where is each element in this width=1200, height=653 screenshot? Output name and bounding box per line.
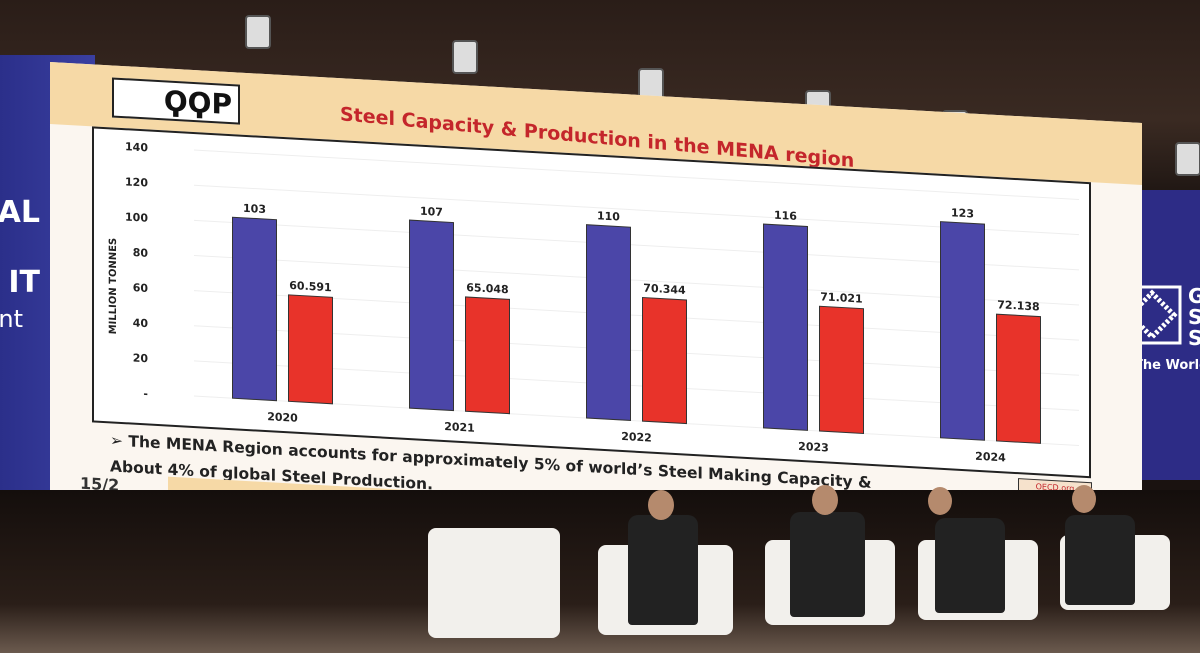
data-label: 60.591 bbox=[289, 279, 331, 294]
capacity-bar bbox=[940, 221, 985, 441]
company-logo: ϘϘP bbox=[112, 77, 240, 125]
gridline bbox=[194, 325, 1079, 376]
panelist bbox=[1065, 515, 1135, 605]
stage bbox=[0, 485, 1200, 653]
y-tick-label: 40 bbox=[133, 316, 149, 330]
data-label: 116 bbox=[774, 209, 797, 223]
gridline bbox=[194, 395, 1079, 447]
data-label: 110 bbox=[597, 209, 620, 223]
data-label: 103 bbox=[243, 202, 266, 216]
banner-text: S bbox=[1188, 326, 1200, 350]
panelist-head bbox=[812, 485, 838, 515]
y-axis-label: MILLION TONNES bbox=[108, 238, 119, 335]
banner-text: AL bbox=[0, 195, 40, 230]
y-tick-label: 20 bbox=[133, 351, 149, 365]
x-tick-label: 2024 bbox=[975, 450, 1006, 465]
banner-tagline: The World' bbox=[1134, 358, 1200, 373]
production-bar bbox=[642, 296, 687, 425]
panelist bbox=[790, 512, 865, 617]
panelist bbox=[935, 518, 1005, 613]
stage-light-icon bbox=[1175, 142, 1200, 176]
chair bbox=[428, 528, 560, 638]
x-tick-label: 2023 bbox=[798, 440, 829, 455]
gridline bbox=[194, 290, 1079, 341]
chart-area: - 20 40 60 80 100 120 140 MILLION TONNES 103 60.59… bbox=[92, 126, 1091, 479]
capacity-bar bbox=[232, 216, 277, 402]
stage-light-icon bbox=[452, 40, 478, 74]
x-tick-label: 2020 bbox=[267, 410, 298, 425]
x-tick-label: 2021 bbox=[444, 420, 475, 435]
data-label: 107 bbox=[420, 205, 443, 219]
gridline bbox=[194, 254, 1079, 306]
gridline bbox=[194, 149, 1079, 201]
data-label: 70.344 bbox=[643, 282, 686, 297]
production-bar bbox=[288, 294, 333, 405]
banner-text: ST bbox=[1188, 305, 1200, 329]
data-label: 65.048 bbox=[466, 281, 508, 296]
production-bar bbox=[996, 313, 1041, 444]
capacity-bar bbox=[586, 224, 631, 421]
data-label: 71.021 bbox=[820, 290, 862, 305]
x-tick-label: 2022 bbox=[621, 430, 652, 445]
panelist-head bbox=[928, 487, 952, 515]
stage-light-icon bbox=[245, 15, 271, 49]
capacity-bar bbox=[763, 223, 808, 431]
y-tick-label: 100 bbox=[125, 210, 148, 224]
gridline bbox=[194, 360, 1079, 411]
projection-screen: ϘϘP Steel Capacity & Production in the M… bbox=[50, 62, 1142, 554]
banner-text: GL bbox=[1188, 284, 1200, 308]
y-tick-label: 120 bbox=[125, 175, 148, 189]
gridline bbox=[194, 184, 1079, 236]
gridline bbox=[194, 219, 1079, 271]
banner-text: IT bbox=[8, 265, 40, 300]
panelist bbox=[628, 515, 698, 625]
y-tick-label: 80 bbox=[133, 246, 149, 260]
bar-chart: - 20 40 60 80 100 120 140 MILLION TONNES 103 60.59… bbox=[108, 140, 1079, 465]
capacity-bar bbox=[409, 219, 454, 412]
banner-text: nt bbox=[0, 305, 23, 333]
data-label: 123 bbox=[951, 206, 974, 220]
data-label: 72.138 bbox=[997, 298, 1039, 313]
y-tick-label: - bbox=[143, 387, 148, 400]
bullet-arrow-icon: ➢ bbox=[110, 431, 129, 451]
panelist-head bbox=[1072, 485, 1096, 513]
production-bar bbox=[465, 296, 510, 415]
panelist-head bbox=[648, 490, 674, 520]
y-tick-label: 140 bbox=[125, 140, 148, 154]
y-tick-label: 60 bbox=[133, 281, 149, 295]
production-bar bbox=[819, 305, 864, 435]
